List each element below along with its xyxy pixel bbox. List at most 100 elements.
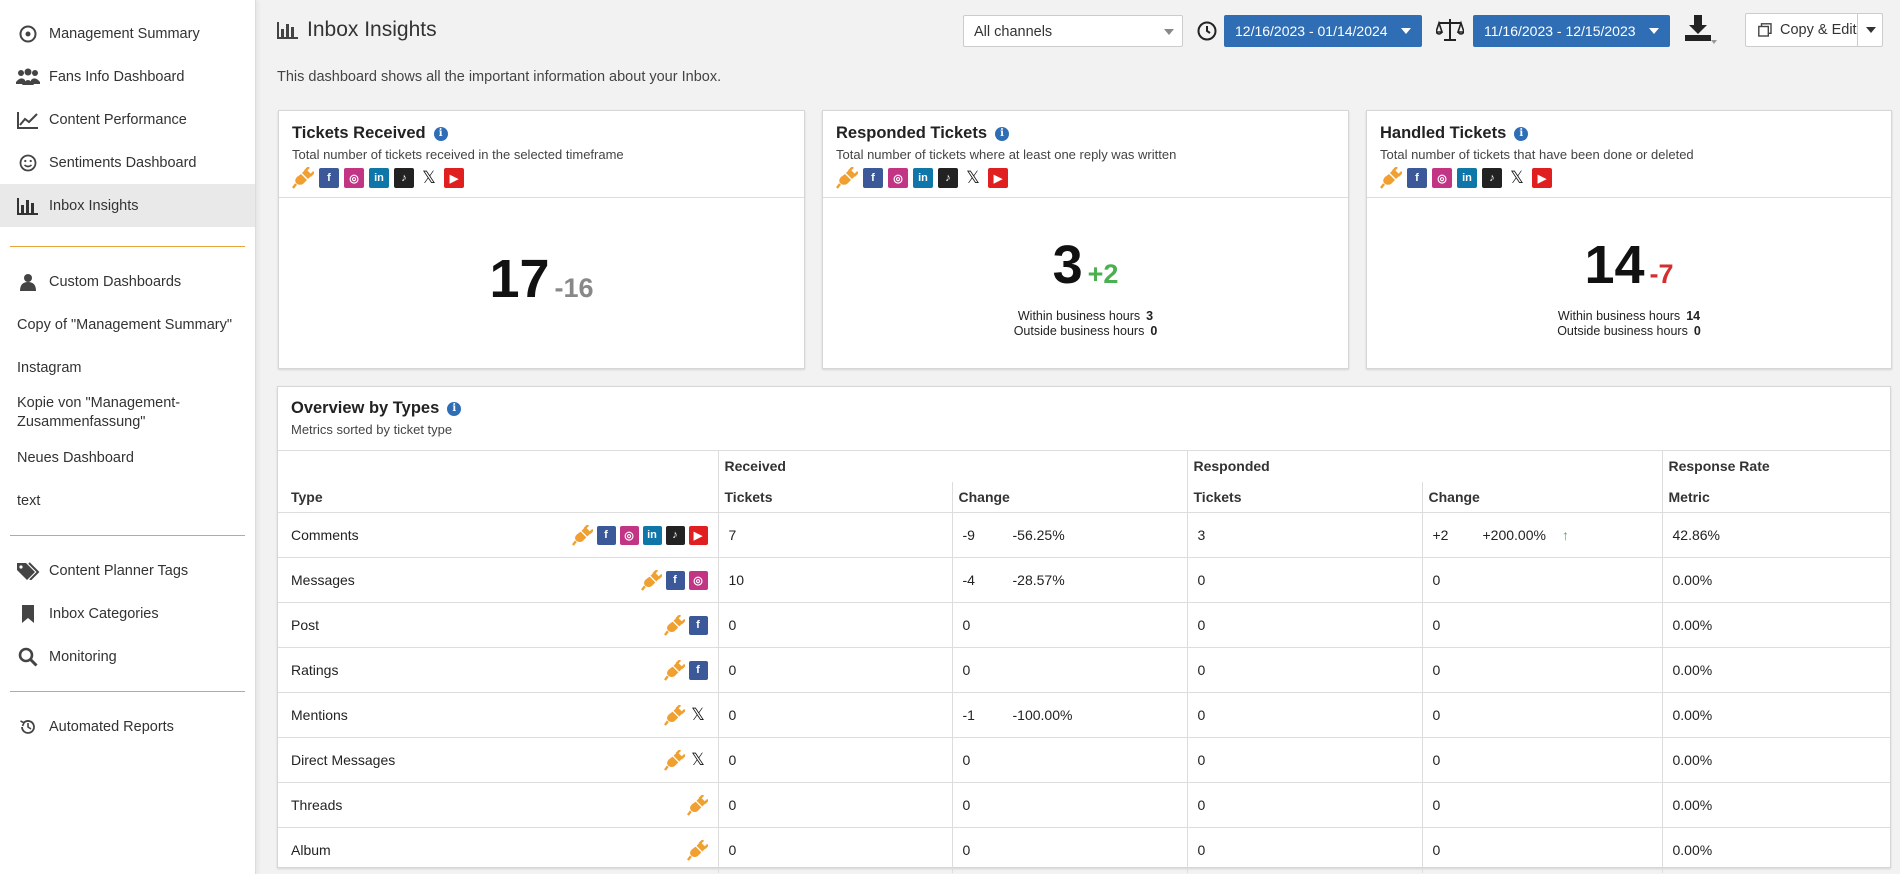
info-icon[interactable]: i bbox=[447, 401, 462, 416]
channel-icons: f ◎ bbox=[640, 569, 708, 591]
responded-tickets: 0 bbox=[1186, 737, 1422, 783]
received-change: 0 bbox=[951, 782, 1187, 828]
compass-icon bbox=[16, 22, 40, 46]
table-row: Album 0 0 0 0 0.00% bbox=[278, 827, 1890, 873]
responded-change: 0 bbox=[1421, 737, 1662, 783]
sidebar-item-custom-dashboard[interactable]: Instagram bbox=[0, 346, 255, 389]
received-tickets: 0 bbox=[717, 782, 952, 828]
sidebar-item-inbox-insights[interactable]: Inbox Insights bbox=[0, 184, 255, 227]
sidebar-item-inbox-categories[interactable]: Inbox Categories bbox=[0, 592, 255, 635]
channel-select[interactable]: All channels bbox=[963, 15, 1183, 47]
type-label: Album bbox=[291, 842, 331, 859]
chevron-down-icon bbox=[1648, 28, 1659, 34]
sidebar-item-label: Fans Info Dashboard bbox=[49, 68, 185, 85]
copy-edit-main[interactable]: Copy & Edit bbox=[1746, 14, 1858, 46]
sidebar-item-label: Inbox Categories bbox=[49, 605, 159, 622]
card-subtitle: Total number of tickets that have been d… bbox=[1380, 147, 1694, 162]
sidebar-item-content-performance[interactable]: Content Performance bbox=[0, 98, 255, 141]
metric-value-row: 3 +2 bbox=[823, 234, 1348, 296]
linkedin-icon: in bbox=[369, 168, 389, 188]
sidebar-item-monitoring[interactable]: Monitoring bbox=[0, 635, 255, 678]
column-header[interactable]: Tickets bbox=[1186, 481, 1422, 513]
instagram-icon: ◎ bbox=[619, 525, 639, 545]
sidebar-item-sentiments[interactable]: Sentiments Dashboard bbox=[0, 141, 255, 184]
outside-business-hours: Outside business hours 0 bbox=[1367, 324, 1891, 339]
smiley-icon bbox=[16, 151, 40, 175]
responded-change: 0 bbox=[1421, 692, 1662, 738]
youtube-icon: ▶ bbox=[688, 525, 708, 545]
change-percent: +200.00% bbox=[1482, 527, 1546, 543]
change-percent: -100.00% bbox=[1012, 707, 1073, 723]
bh-value: 0 bbox=[1150, 324, 1158, 338]
plug-icon bbox=[663, 659, 685, 681]
info-icon[interactable]: i bbox=[995, 126, 1009, 141]
column-header[interactable]: Change bbox=[951, 481, 1187, 513]
received-tickets: 0 bbox=[717, 692, 952, 738]
change-value: -4 bbox=[962, 572, 975, 588]
column-header[interactable]: Tickets bbox=[717, 481, 952, 513]
sidebar-item-automated-reports[interactable]: Automated Reports bbox=[0, 705, 255, 748]
type-label: Messages bbox=[291, 572, 355, 588]
sidebar-item-custom-dashboard[interactable]: Neues Dashboard bbox=[0, 436, 255, 479]
copy-edit-button[interactable]: Copy & Edit bbox=[1745, 13, 1883, 47]
sidebar-item-label: Kopie von "Management-Zusammenfassung" bbox=[17, 394, 181, 430]
change-value: 0 bbox=[962, 797, 971, 813]
change-value: 0 bbox=[962, 752, 971, 768]
table-group-header bbox=[278, 451, 718, 482]
outside-business-hours: Outside business hours 0 bbox=[823, 324, 1348, 339]
change-value: -9 bbox=[962, 527, 975, 543]
info-icon[interactable]: i bbox=[1514, 126, 1529, 141]
column-header[interactable]: Change bbox=[1421, 481, 1662, 513]
column-header[interactable]: Metric bbox=[1661, 481, 1890, 513]
sidebar-item-management-summary[interactable]: Management Summary bbox=[0, 12, 255, 55]
responded-change: 0 bbox=[1421, 647, 1662, 693]
sidebar-item-custom-dashboard[interactable]: Kopie von "Management-Zusammenfassung" bbox=[0, 389, 210, 436]
sidebar-item-label: Custom Dashboards bbox=[49, 273, 182, 290]
card-title: Overview by Types bbox=[291, 399, 440, 417]
download-icon[interactable] bbox=[1683, 13, 1719, 49]
compare-range-button[interactable]: 11/16/2023 - 12/15/2023 bbox=[1473, 15, 1670, 47]
channel-icons: f ◎ in ♪ 𝕏 ▶ bbox=[836, 167, 1335, 189]
bh-label: Within business hours bbox=[1017, 309, 1141, 323]
response-rate: 0.00% bbox=[1661, 827, 1890, 873]
chevron-down-icon[interactable] bbox=[1866, 27, 1876, 33]
plug-icon bbox=[686, 794, 708, 816]
type-label: Ratings bbox=[291, 662, 339, 678]
responded-tickets: 0 bbox=[1186, 782, 1422, 828]
channel-select-value: All channels bbox=[974, 24, 1053, 40]
search-icon bbox=[16, 645, 40, 669]
history-icon bbox=[16, 715, 40, 739]
sidebar-item-fans-info[interactable]: Fans Info Dashboard bbox=[0, 55, 255, 98]
responded-tickets: 0 bbox=[1186, 692, 1422, 738]
sidebar-item-custom-dashboard[interactable]: Copy of "Management Summary" bbox=[0, 303, 255, 346]
bh-value: 3 bbox=[1146, 309, 1154, 323]
received-change: -9 -56.25% bbox=[951, 512, 1187, 558]
responded-change: 0 bbox=[1421, 557, 1662, 603]
card-title: Handled Tickets bbox=[1380, 124, 1507, 142]
channel-icons: f bbox=[663, 659, 708, 681]
user-icon bbox=[16, 270, 40, 294]
copy-icon bbox=[1758, 23, 1772, 37]
change-value: 0 bbox=[962, 662, 971, 678]
x-icon: 𝕏 bbox=[1507, 168, 1527, 188]
sidebar-item-label: Sentiments Dashboard bbox=[49, 154, 197, 171]
sidebar-item-custom-dashboard[interactable]: text bbox=[0, 479, 255, 522]
plug-icon bbox=[836, 167, 858, 189]
responded-tickets: 0 bbox=[1186, 557, 1422, 603]
card-title: Responded Tickets bbox=[836, 124, 987, 142]
instagram-icon: ◎ bbox=[344, 168, 364, 188]
date-range-button[interactable]: 12/16/2023 - 01/14/2024 bbox=[1224, 15, 1422, 47]
sidebar-custom-dashboards-header[interactable]: Custom Dashboards bbox=[0, 260, 255, 303]
channel-icons: 𝕏 bbox=[663, 704, 708, 726]
bh-label: Within business hours bbox=[1557, 309, 1681, 323]
linkedin-icon: in bbox=[642, 525, 662, 545]
response-rate: 42.86% bbox=[1661, 512, 1890, 558]
sidebar-item-content-planner-tags[interactable]: Content Planner Tags bbox=[0, 549, 255, 592]
sidebar: Management Summary Fans Info Dashboard C… bbox=[0, 0, 256, 874]
responded-change: 0 bbox=[1421, 827, 1662, 873]
column-header[interactable]: Type bbox=[291, 488, 323, 505]
responded-change: 0 bbox=[1421, 602, 1662, 648]
facebook-icon: f bbox=[688, 660, 708, 680]
overview-by-types-card: Overview by Types i Metrics sorted by tic… bbox=[277, 386, 1891, 873]
info-icon[interactable]: i bbox=[433, 126, 448, 141]
